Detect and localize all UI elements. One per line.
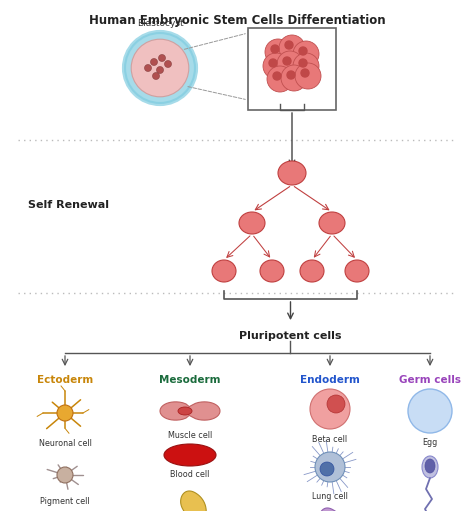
Text: Self Renewal: Self Renewal (28, 200, 109, 210)
Text: Human Embryonic Stem Cells Differentiation: Human Embryonic Stem Cells Differentiati… (89, 14, 385, 27)
Text: Blastocyst: Blastocyst (137, 19, 183, 28)
Text: Lung cell: Lung cell (312, 492, 348, 501)
Circle shape (57, 467, 73, 483)
Circle shape (158, 55, 165, 61)
Circle shape (293, 41, 319, 67)
Circle shape (301, 69, 309, 77)
Text: Ectoderm: Ectoderm (37, 375, 93, 385)
Circle shape (145, 64, 152, 72)
Circle shape (151, 58, 157, 65)
Circle shape (271, 45, 279, 53)
Circle shape (156, 66, 164, 74)
Circle shape (124, 32, 196, 104)
Text: Endoderm: Endoderm (300, 375, 360, 385)
Text: Mesoderm: Mesoderm (159, 375, 221, 385)
Polygon shape (160, 402, 220, 420)
Circle shape (153, 73, 159, 80)
Circle shape (293, 53, 319, 79)
Circle shape (299, 47, 307, 55)
Circle shape (408, 389, 452, 433)
Circle shape (279, 35, 305, 61)
Text: Beta cell: Beta cell (312, 435, 347, 444)
Ellipse shape (422, 456, 438, 478)
Ellipse shape (300, 260, 324, 282)
Circle shape (310, 389, 350, 429)
Circle shape (263, 53, 289, 79)
Ellipse shape (260, 260, 284, 282)
Text: Egg: Egg (422, 438, 438, 447)
Circle shape (57, 405, 73, 421)
Circle shape (327, 395, 345, 413)
Circle shape (281, 65, 307, 91)
Ellipse shape (212, 260, 236, 282)
Circle shape (269, 59, 277, 67)
Text: Blood cell: Blood cell (170, 470, 210, 479)
Ellipse shape (239, 212, 265, 234)
Text: Pigment cell: Pigment cell (40, 497, 90, 506)
Polygon shape (181, 491, 206, 511)
FancyBboxPatch shape (248, 28, 336, 110)
Ellipse shape (345, 260, 369, 282)
Circle shape (315, 452, 345, 482)
Circle shape (265, 39, 291, 65)
Circle shape (285, 41, 293, 49)
Circle shape (287, 71, 295, 79)
Circle shape (320, 462, 334, 476)
Ellipse shape (164, 444, 216, 466)
Text: Germ cells: Germ cells (399, 375, 461, 385)
Circle shape (164, 60, 172, 67)
Circle shape (267, 66, 293, 92)
Text: Neuronal cell: Neuronal cell (38, 439, 91, 448)
Circle shape (277, 51, 303, 77)
Text: Muscle cell: Muscle cell (168, 431, 212, 440)
Circle shape (273, 72, 281, 80)
Polygon shape (319, 508, 348, 511)
Ellipse shape (319, 212, 345, 234)
Ellipse shape (425, 459, 435, 473)
Ellipse shape (178, 407, 192, 415)
Circle shape (299, 59, 307, 67)
Ellipse shape (278, 161, 306, 185)
Circle shape (131, 39, 189, 97)
Circle shape (295, 63, 321, 89)
Circle shape (283, 57, 291, 65)
Text: Pluripotent cells: Pluripotent cells (239, 331, 342, 341)
